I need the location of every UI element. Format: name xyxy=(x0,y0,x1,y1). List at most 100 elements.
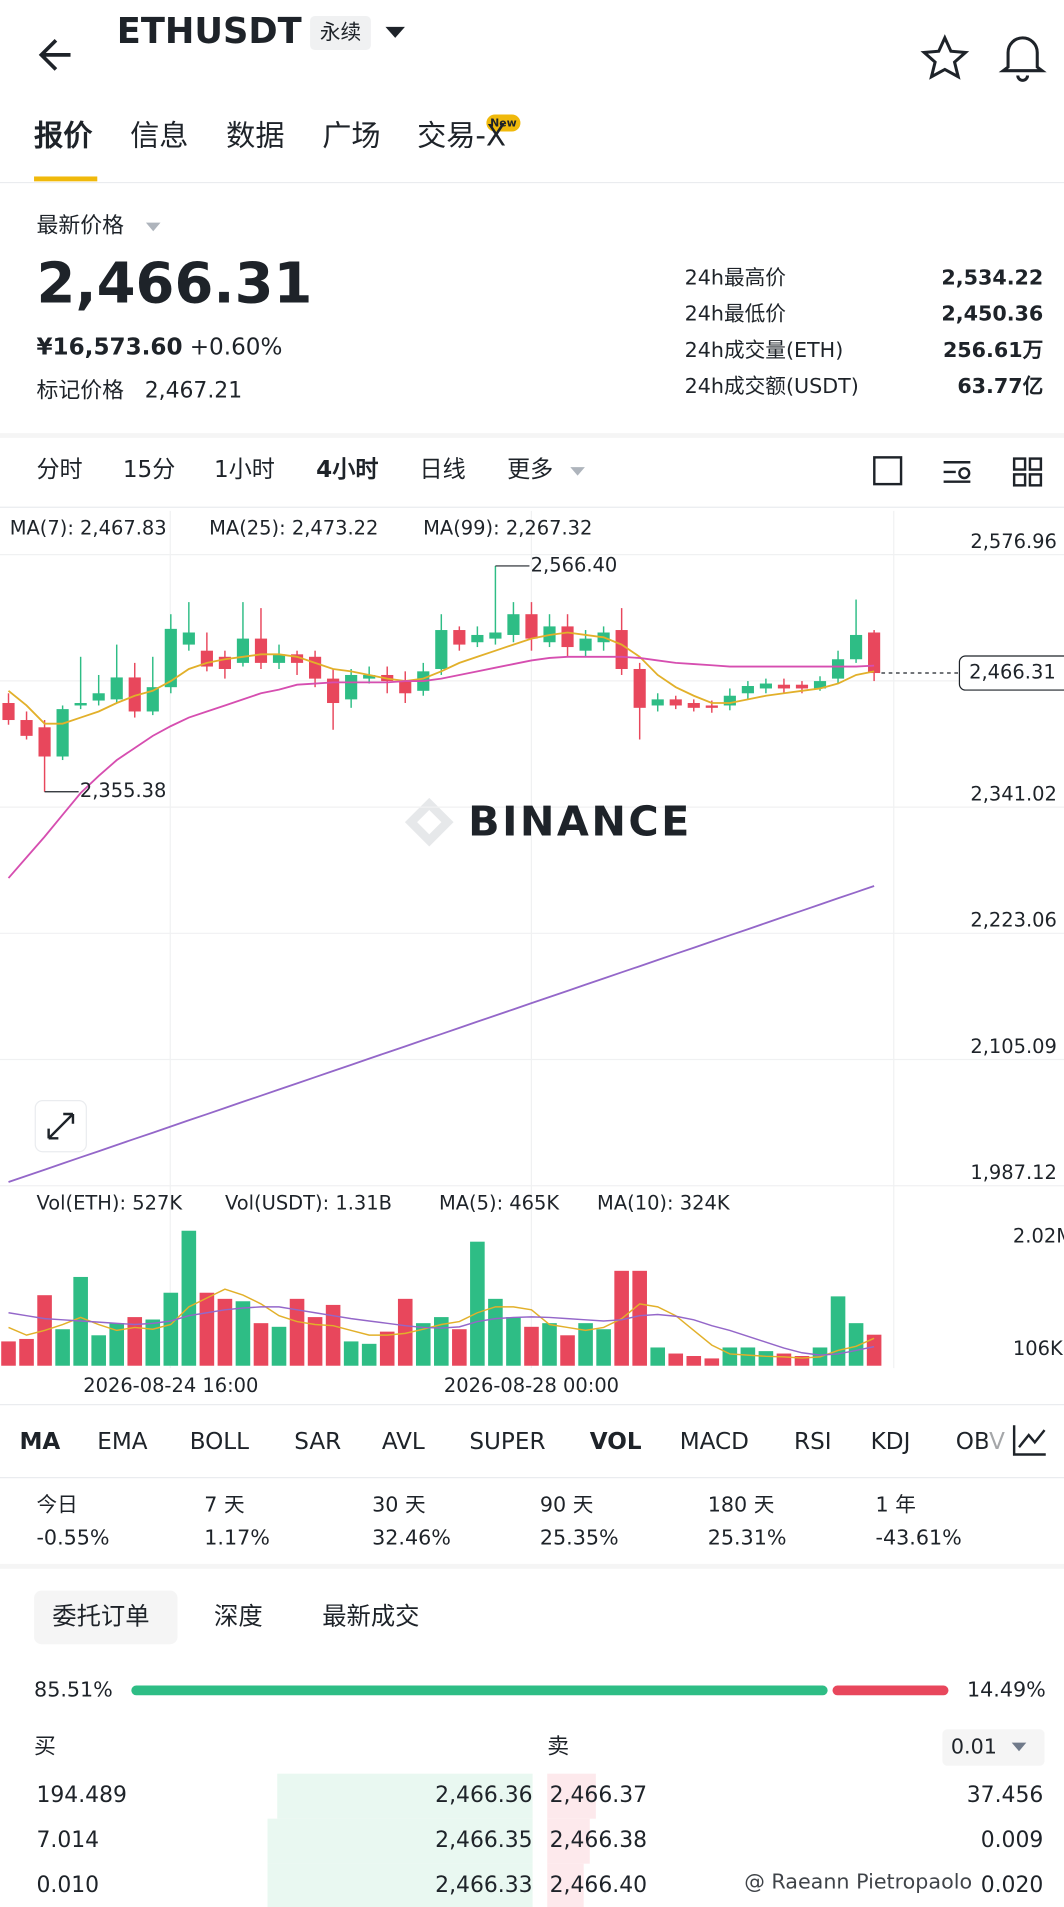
period-change: -0.55% xyxy=(36,1525,109,1549)
candle-body xyxy=(615,630,628,669)
indicator-tab[interactable]: SUPER xyxy=(469,1429,545,1455)
volume-bar xyxy=(830,1296,846,1366)
candle-body xyxy=(363,674,376,679)
tab[interactable]: 报价 xyxy=(34,119,93,153)
ask-depth xyxy=(547,1863,584,1907)
period-change: 25.35% xyxy=(540,1525,619,1549)
last-price-tag xyxy=(958,655,1064,691)
ask-price: 2,466.38 xyxy=(550,1828,647,1853)
candle-body xyxy=(669,699,682,706)
tab[interactable]: 广场 xyxy=(322,119,380,153)
footer-watermark: @ Raeann Pietropaolo xyxy=(744,1870,972,1894)
candle-body xyxy=(471,634,484,643)
tool-button[interactable] xyxy=(1012,457,1027,471)
period-label: 7 天 xyxy=(204,1493,244,1517)
interval-tab[interactable]: 更多 xyxy=(507,457,553,483)
more-caret[interactable] xyxy=(570,467,585,476)
candle-body xyxy=(345,674,358,700)
volume-bar xyxy=(704,1358,720,1366)
bid-quantity: 0.010 xyxy=(36,1873,99,1898)
indicator-tab[interactable]: VOL xyxy=(590,1429,642,1455)
buy-ratio: 85.51% xyxy=(34,1677,113,1701)
indicator-settings[interactable] xyxy=(1012,1425,1046,1456)
volume-bar xyxy=(740,1347,756,1366)
y-tick-label: 2,576.96 xyxy=(970,530,1057,553)
divider xyxy=(0,1563,1064,1569)
volume-bar xyxy=(866,1334,882,1366)
candle-body xyxy=(74,703,87,706)
bid-price: 2,466.35 xyxy=(435,1828,532,1853)
favorite-button[interactable] xyxy=(920,34,970,80)
symbol-dropdown[interactable] xyxy=(385,26,405,38)
price-caret[interactable] xyxy=(145,222,161,232)
candle-body xyxy=(308,656,322,679)
candle-body xyxy=(182,632,195,645)
ask-depth xyxy=(547,1818,590,1864)
candle-body xyxy=(146,687,159,712)
tool-button xyxy=(1028,457,1043,471)
interval-tab[interactable]: 分时 xyxy=(36,457,82,483)
interval-tab[interactable]: 日线 xyxy=(420,457,466,483)
volume-bar xyxy=(668,1353,684,1366)
bid-price: 2,466.33 xyxy=(435,1873,532,1898)
indicator-tab[interactable]: EMA xyxy=(97,1429,148,1455)
expand-icon xyxy=(47,1112,75,1140)
buy-ratio-bar xyxy=(131,1685,828,1696)
volume-bar xyxy=(127,1317,143,1366)
ask-price: 2,466.37 xyxy=(550,1783,647,1808)
candle-body xyxy=(110,677,123,700)
interval-tab[interactable]: 4小时 xyxy=(316,457,378,483)
tool-button xyxy=(1012,473,1027,487)
bid-depth xyxy=(267,1818,533,1864)
tool-button[interactable] xyxy=(943,461,971,483)
volume-bar xyxy=(542,1323,557,1366)
indicator-tab[interactable]: KDJ xyxy=(871,1429,911,1455)
volume-bar xyxy=(415,1323,431,1366)
volume-bar xyxy=(253,1323,269,1366)
stat-value: 63.77亿 xyxy=(957,374,1043,398)
buy-header: 买 xyxy=(34,1735,56,1760)
orderbook-tab[interactable]: 最新成交 xyxy=(322,1601,419,1630)
y-tick-label: 2.02M xyxy=(1013,1225,1064,1248)
interval-tab[interactable]: 1小时 xyxy=(214,457,275,483)
candle-body xyxy=(687,703,700,708)
orderbook-tab[interactable]: 委托订单 xyxy=(52,1601,149,1630)
tab[interactable]: 信息 xyxy=(130,119,188,153)
indicator-tab[interactable]: AVL xyxy=(382,1429,425,1455)
legend-entry: MA(99): 2,267.32 xyxy=(423,517,592,540)
watermark-logo xyxy=(404,797,454,847)
candle-body xyxy=(777,684,791,689)
precision-select[interactable] xyxy=(942,1729,1045,1766)
legend-entry: Vol(USDT): 1.31B xyxy=(225,1191,392,1214)
indicator-tab[interactable]: SAR xyxy=(294,1429,341,1455)
tab[interactable]: 交易-X xyxy=(417,119,506,153)
period-label: 1 年 xyxy=(876,1493,916,1517)
candle-body xyxy=(561,626,574,648)
orderbook-tab[interactable]: 深度 xyxy=(214,1601,263,1630)
volume-bar xyxy=(379,1331,395,1366)
tool-button xyxy=(1028,473,1043,487)
candle-body xyxy=(254,638,268,663)
volume-bar xyxy=(632,1270,647,1366)
indicator-tab[interactable]: RSI xyxy=(794,1429,832,1455)
period-label: 今日 xyxy=(36,1493,77,1517)
symbol-title: ETHUSDT xyxy=(117,11,302,52)
volume-bar xyxy=(361,1343,377,1366)
volume-bar xyxy=(722,1347,738,1366)
divider xyxy=(0,433,1064,438)
interval-tab[interactable]: 15分 xyxy=(123,457,175,483)
candle-body xyxy=(723,695,736,706)
tool-button[interactable] xyxy=(873,456,903,486)
back-button[interactable] xyxy=(38,38,71,71)
volume-bar xyxy=(686,1356,702,1366)
indicator-tab[interactable]: MACD xyxy=(680,1429,749,1455)
candle-body xyxy=(795,684,809,689)
volume-ma-line xyxy=(8,1288,875,1359)
tab[interactable]: 数据 xyxy=(226,119,284,153)
x-tick-label: 2026-08-24 16:00 xyxy=(83,1374,258,1397)
candle-body xyxy=(272,654,286,663)
indicator-tab[interactable]: MA xyxy=(19,1429,60,1455)
indicator-tab[interactable]: BOLL xyxy=(190,1429,249,1455)
alert-button[interactable] xyxy=(998,36,1047,82)
